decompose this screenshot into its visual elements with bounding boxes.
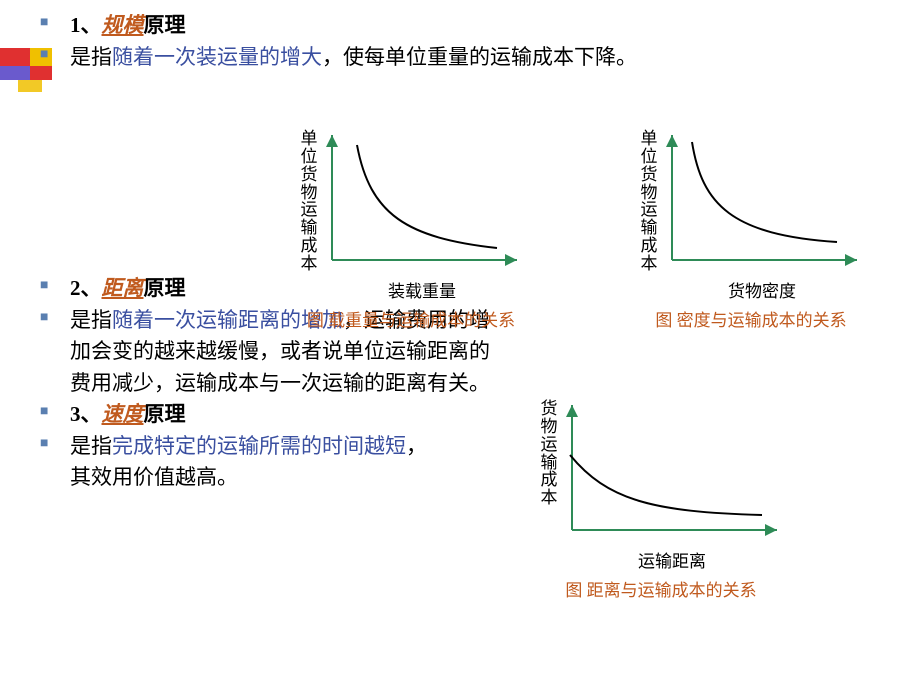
chart1-ylabel: 单位货物运输成本 (300, 130, 318, 273)
chart3-xlabel: 运输距离 (562, 547, 782, 572)
num-3: 3 (70, 402, 81, 426)
bullet-1-title: 1、规模原理 (40, 10, 900, 42)
chart2-xlabel: 货物密度 (662, 277, 862, 302)
chart1-svg (322, 130, 522, 270)
chart-density: 单位货物运输成本 货物密度 图 密度与运输成本的关系 (640, 130, 862, 331)
chart-distance: 货物运输成本 运输距离 图 距离与运输成本的关系 (540, 400, 782, 601)
num-1: 1 (70, 13, 81, 37)
chart2-curve (692, 142, 837, 242)
bullet-1-body: 是指随着一次装运量的增大，使每单位重量的运输成本下降。 (40, 42, 900, 74)
chart2-svg (662, 130, 862, 270)
chart3-svg (562, 400, 782, 540)
chart-load-weight: 单位货物运输成本 装载重量 图 载重量与运输成本的关系 (300, 130, 522, 331)
key-1: 规模 (102, 13, 144, 37)
bullet-list: 1、规模原理 是指随着一次装运量的增大，使每单位重量的运输成本下降。 (40, 10, 900, 73)
chart1-curve (357, 145, 497, 248)
chart2-caption: 图 密度与运输成本的关系 (640, 306, 862, 331)
chart2-ylabel: 单位货物运输成本 (640, 130, 658, 273)
chart1-caption: 图 载重量与运输成本的关系 (300, 306, 522, 331)
slide-root: 1、规模原理 是指随着一次装运量的增大，使每单位重量的运输成本下降。 2、距离原… (0, 0, 920, 690)
chart1-xlabel: 装载重量 (322, 277, 522, 302)
chart3-ylabel: 货物运输成本 (540, 400, 558, 507)
key-2: 距离 (102, 276, 144, 300)
num-2: 2 (70, 276, 81, 300)
chart3-curve (570, 455, 762, 515)
chart3-caption: 图 距离与运输成本的关系 (540, 576, 782, 601)
key-3: 速度 (102, 402, 144, 426)
